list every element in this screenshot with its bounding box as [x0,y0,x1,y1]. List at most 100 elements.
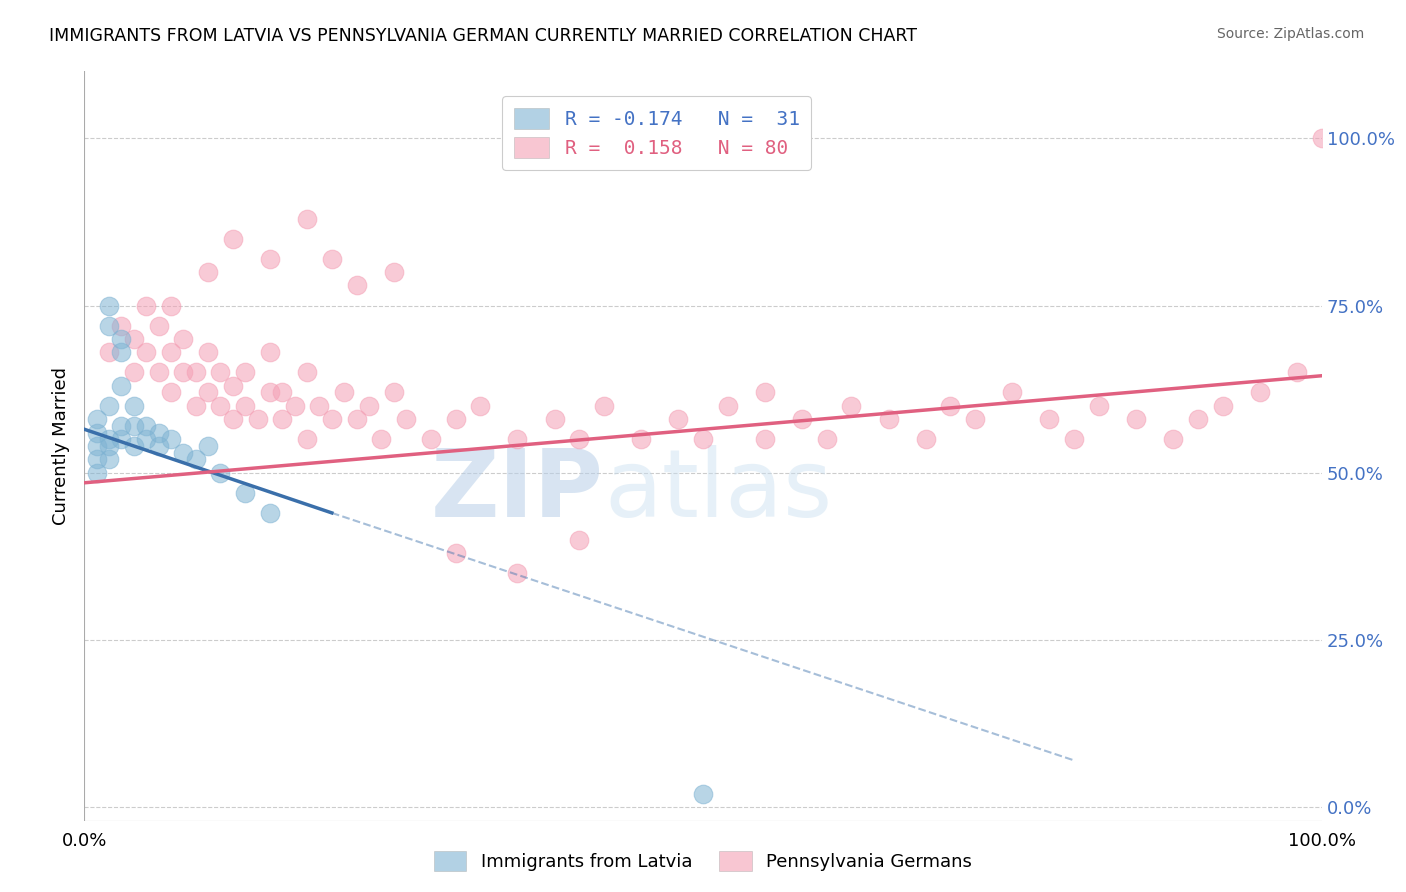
Point [86,466,108,480]
Point [357,399,380,413]
Point [568,533,591,547]
Point [1310,131,1333,145]
Point [470,399,492,413]
Point [506,566,529,581]
Point [148,425,170,440]
Point [841,399,863,413]
Point [197,385,219,400]
Point [259,345,281,359]
Legend: Immigrants from Latvia, Pennsylvania Germans: Immigrants from Latvia, Pennsylvania Ger… [426,844,980,879]
Point [233,486,256,500]
Point [419,433,441,447]
Point [148,318,170,333]
Point [233,366,256,380]
Point [122,399,145,413]
Point [148,439,170,453]
Point [1125,412,1147,426]
Point [98,345,121,359]
Point [86,439,108,453]
Point [1063,433,1085,447]
Point [122,366,145,380]
Point [815,433,838,447]
Point [308,399,330,413]
Point [86,412,108,426]
Point [370,433,392,447]
Point [209,366,232,380]
Point [295,366,318,380]
Point [666,412,689,426]
Point [692,787,714,801]
Point [754,433,776,447]
Text: Source: ZipAtlas.com: Source: ZipAtlas.com [1216,27,1364,41]
Point [630,433,652,447]
Y-axis label: Currently Married: Currently Married [52,367,70,525]
Point [271,412,294,426]
Point [135,419,157,434]
Point [382,265,405,279]
Point [160,433,183,447]
Point [295,211,318,226]
Point [1088,399,1111,413]
Point [110,379,132,393]
Point [593,399,616,413]
Text: atlas: atlas [605,445,832,537]
Point [568,433,591,447]
Point [321,252,343,266]
Point [259,385,281,400]
Point [444,412,467,426]
Point [172,446,194,460]
Point [172,332,194,346]
Point [209,399,232,413]
Point [1249,385,1271,400]
Point [790,412,813,426]
Point [717,399,740,413]
Point [939,399,962,413]
Point [259,506,281,520]
Point [444,546,467,560]
Point [172,366,194,380]
Point [135,433,157,447]
Point [1161,433,1184,447]
Point [160,299,183,313]
Point [98,399,121,413]
Point [110,419,132,434]
Point [754,385,776,400]
Point [333,385,356,400]
Point [135,299,157,313]
Point [148,366,170,380]
Point [284,399,307,413]
Point [98,439,121,453]
Point [122,332,145,346]
Point [295,433,318,447]
Point [246,412,269,426]
Point [259,252,281,266]
Point [184,366,207,380]
Point [160,345,183,359]
Point [382,385,405,400]
Point [110,433,132,447]
Point [135,345,157,359]
Point [271,385,294,400]
Point [506,433,529,447]
Point [1001,385,1024,400]
Point [222,412,245,426]
Point [110,345,132,359]
Point [98,299,121,313]
Point [197,439,219,453]
Point [197,345,219,359]
Point [197,265,219,279]
Point [1285,366,1308,380]
Point [98,433,121,447]
Point [1187,412,1209,426]
Point [1212,399,1234,413]
Point [86,425,108,440]
Text: IMMIGRANTS FROM LATVIA VS PENNSYLVANIA GERMAN CURRENTLY MARRIED CORRELATION CHAR: IMMIGRANTS FROM LATVIA VS PENNSYLVANIA G… [49,27,917,45]
Point [86,452,108,467]
Point [184,399,207,413]
Point [98,452,121,467]
Point [160,385,183,400]
Point [122,419,145,434]
Point [209,466,232,480]
Point [98,318,121,333]
Point [122,439,145,453]
